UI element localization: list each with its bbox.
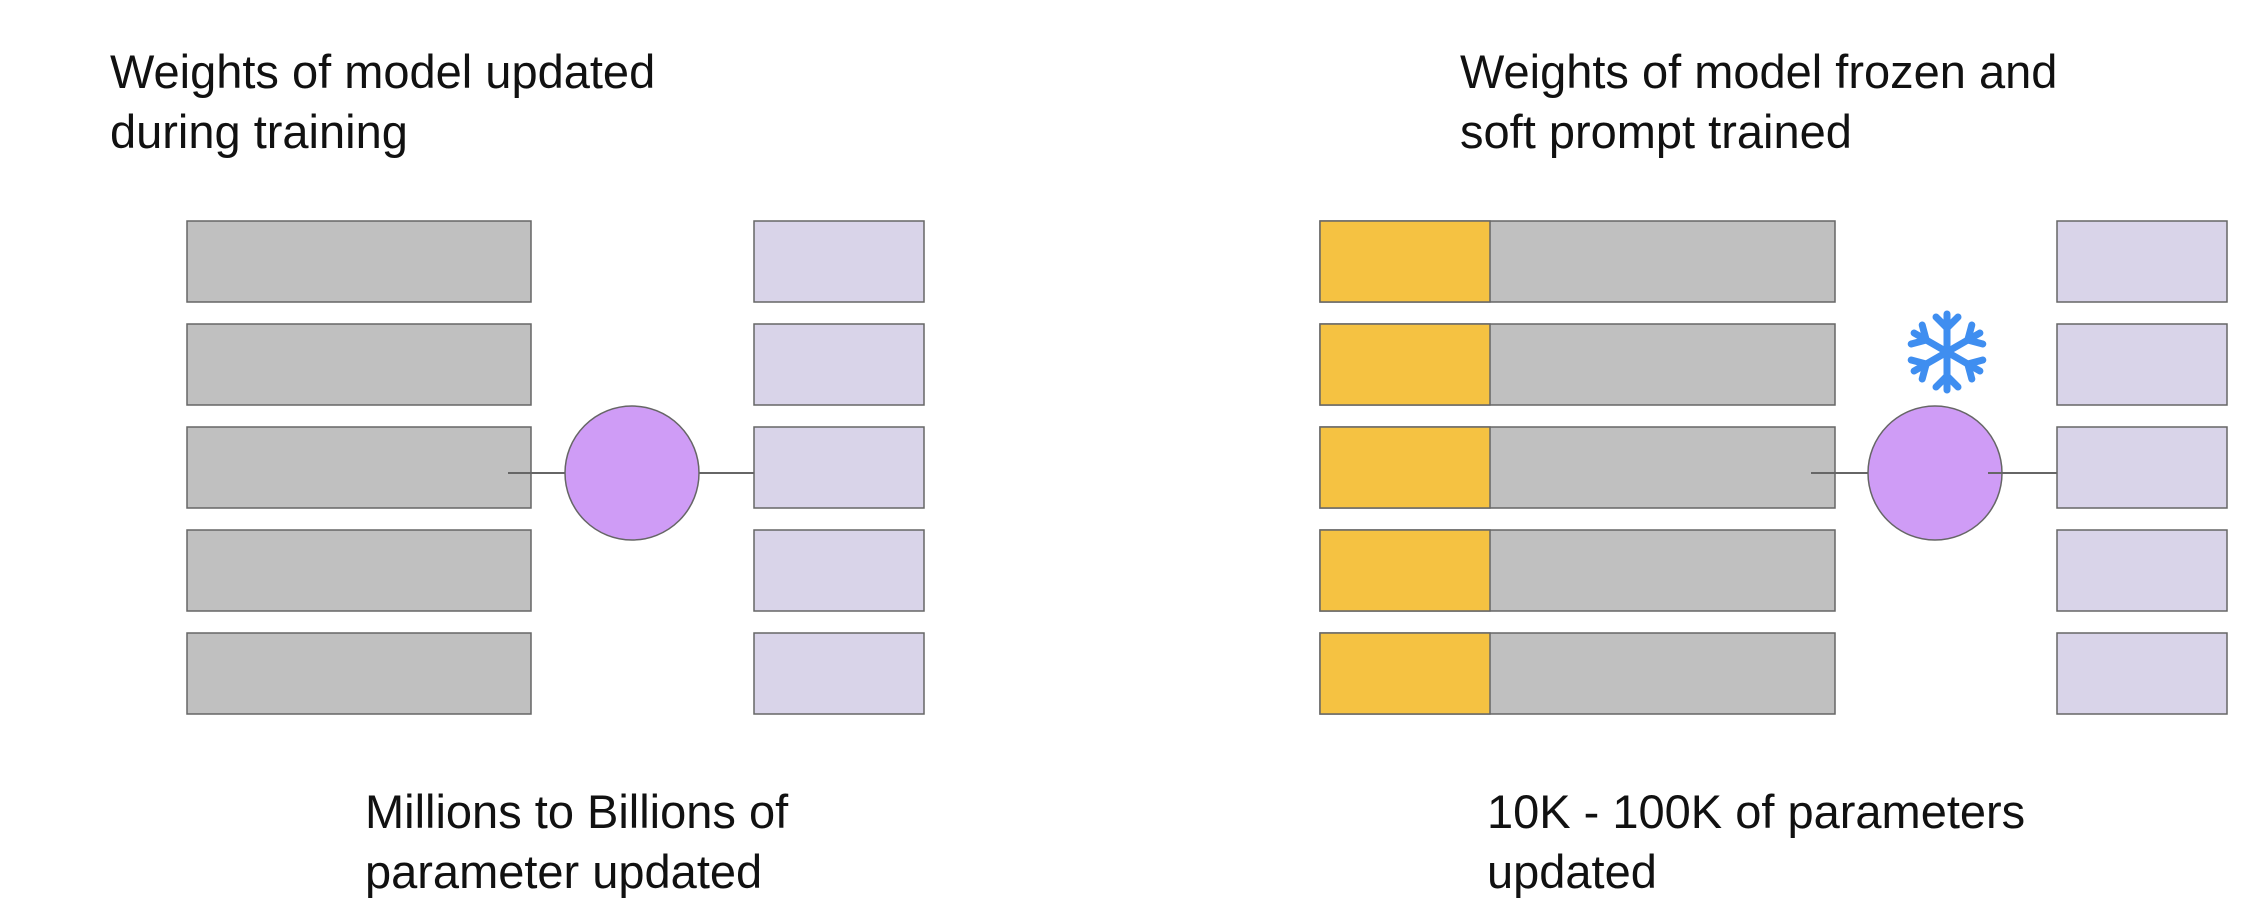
left-title-line-2: during training (110, 105, 408, 158)
snowflake-arm (1943, 321, 1987, 356)
left-output-tokens (753, 220, 925, 715)
input-token-3 (186, 426, 532, 509)
input-token-1 (186, 220, 532, 303)
soft-prompt-token-2 (1319, 323, 1491, 406)
left-input-tokens (186, 220, 532, 715)
left-model-node (564, 405, 700, 541)
output-token-1 (2056, 220, 2228, 303)
snowflake-arm (1943, 348, 1987, 383)
soft-prompt-token-5 (1319, 632, 1491, 715)
right-model-node (1867, 405, 2003, 541)
snowflake-arm (1907, 348, 1951, 383)
soft-prompt-tokens (1319, 220, 1491, 715)
right-caption: 10K - 100K of parameters updated (1487, 782, 2025, 902)
input-token-4 (186, 529, 532, 612)
left-diagram (186, 220, 925, 715)
output-token-1 (753, 220, 925, 303)
left-caption: Millions to Billions of parameter update… (365, 782, 788, 902)
right-title-line-1: Weights of model frozen and (1460, 45, 2058, 98)
left-caption-line-1: Millions to Billions of (365, 785, 789, 838)
snowflake-arm (1932, 310, 1962, 356)
output-token-4 (2056, 529, 2228, 612)
input-token-2 (186, 323, 532, 406)
output-token-3 (753, 426, 925, 509)
right-diagram (1319, 220, 2228, 715)
output-token-5 (753, 632, 925, 715)
right-output-tokens (2056, 220, 2228, 715)
right-title: Weights of model frozen and soft prompt … (1460, 42, 2057, 162)
output-token-2 (753, 323, 925, 406)
output-token-3 (2056, 426, 2228, 509)
snowflake-arm (1932, 348, 1962, 394)
soft-prompt-token-1 (1319, 220, 1491, 303)
snowflake-icon (1907, 310, 1987, 394)
input-token-5 (186, 632, 532, 715)
soft-prompt-token-4 (1319, 529, 1491, 612)
output-token-4 (753, 529, 925, 612)
left-title-line-1: Weights of model updated (110, 45, 656, 98)
snowflake-arm (1907, 321, 1951, 356)
output-token-2 (2056, 323, 2228, 406)
right-title-line-2: soft prompt trained (1460, 105, 1852, 158)
left-caption-line-2: parameter updated (365, 845, 763, 898)
left-title: Weights of model updated during training (110, 42, 655, 162)
right-caption-line-1: 10K - 100K of parameters (1487, 785, 2026, 838)
right-caption-line-2: updated (1487, 845, 1657, 898)
soft-prompt-token-3 (1319, 426, 1491, 509)
output-token-5 (2056, 632, 2228, 715)
